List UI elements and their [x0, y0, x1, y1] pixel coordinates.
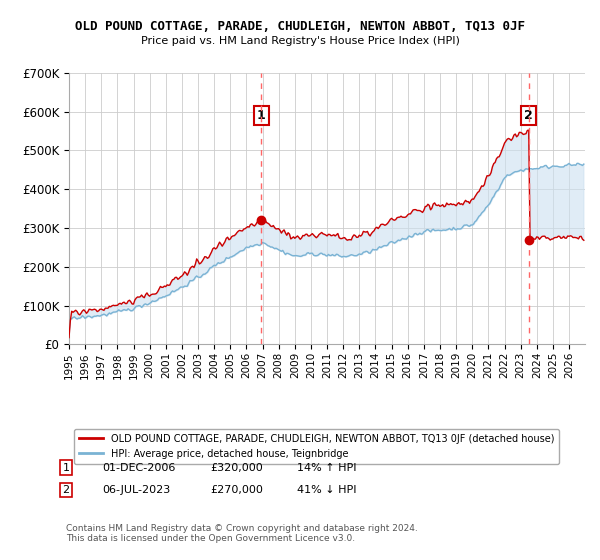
Text: 06-JUL-2023: 06-JUL-2023 [102, 485, 170, 495]
Text: 41% ↓ HPI: 41% ↓ HPI [297, 485, 356, 495]
Text: 1: 1 [257, 109, 266, 122]
Legend: OLD POUND COTTAGE, PARADE, CHUDLEIGH, NEWTON ABBOT, TQ13 0JF (detached house), H: OLD POUND COTTAGE, PARADE, CHUDLEIGH, NE… [74, 430, 559, 464]
Text: Price paid vs. HM Land Registry's House Price Index (HPI): Price paid vs. HM Land Registry's House … [140, 36, 460, 46]
Text: 1: 1 [62, 463, 70, 473]
Text: £320,000: £320,000 [210, 463, 263, 473]
Text: OLD POUND COTTAGE, PARADE, CHUDLEIGH, NEWTON ABBOT, TQ13 0JF: OLD POUND COTTAGE, PARADE, CHUDLEIGH, NE… [75, 20, 525, 32]
Text: 14% ↑ HPI: 14% ↑ HPI [297, 463, 356, 473]
Text: Contains HM Land Registry data © Crown copyright and database right 2024.
This d: Contains HM Land Registry data © Crown c… [66, 524, 418, 543]
Text: 01-DEC-2006: 01-DEC-2006 [102, 463, 175, 473]
Text: 2: 2 [62, 485, 70, 495]
Text: 2: 2 [524, 109, 533, 122]
Text: £270,000: £270,000 [210, 485, 263, 495]
